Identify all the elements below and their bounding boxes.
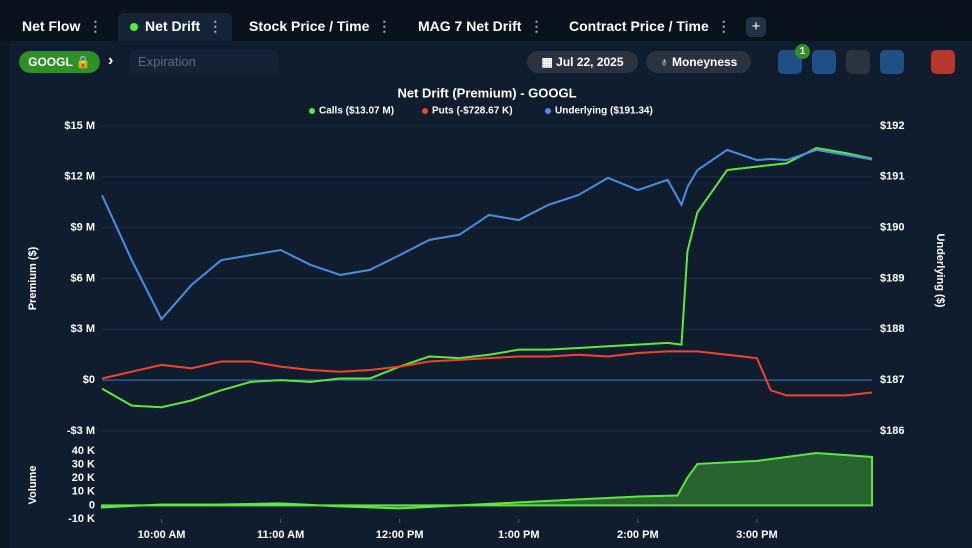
x-tick-label: 11:00 AM xyxy=(257,529,304,541)
date: Jul 22, 2025 xyxy=(556,55,624,69)
add-tab[interactable]: + xyxy=(746,17,766,37)
y2-tick-label: $191 xyxy=(880,171,904,183)
tab[interactable]: Net Drift ⋮ xyxy=(118,13,233,41)
y-tick-label: $15 M xyxy=(64,120,95,132)
moneyness: Moneyness xyxy=(671,55,738,69)
alert-button[interactable] xyxy=(812,50,836,74)
legend-dot xyxy=(422,108,428,114)
chart-button[interactable] xyxy=(880,50,904,74)
y2-tick-label: $189 xyxy=(880,272,904,284)
y-tick-label: $0 xyxy=(83,374,95,386)
legend-label: Puts (-$728.67 K) xyxy=(432,106,513,117)
y-tick-label: $12 M xyxy=(64,171,95,183)
x-tick-label: 10:00 AM xyxy=(138,529,186,541)
legend-label: Calls ($13.07 M) xyxy=(319,106,394,117)
legend-dot xyxy=(545,108,551,114)
y-tick-label: $9 M xyxy=(71,222,95,234)
y-tick-label: -10 K xyxy=(68,513,95,525)
y2-tick-label: $192 xyxy=(880,120,904,132)
y2-tick-label: $186 xyxy=(880,425,904,437)
y2-tick-label: $187 xyxy=(880,374,904,386)
tab-label: Contract Price / Time xyxy=(569,18,709,34)
tab[interactable]: Stock Price / Time ⋮ xyxy=(249,18,392,34)
y-tick-label: $6 M xyxy=(71,272,95,284)
x-tick-label: 3:00 PM xyxy=(736,529,778,541)
legend-label: Underlying ($191.34) xyxy=(555,106,653,117)
tab[interactable]: Net Flow ⋮ xyxy=(22,18,103,34)
badge-count: 1 xyxy=(799,46,806,57)
tab-label: Net Drift xyxy=(145,18,201,34)
y-tick-label: 30 K xyxy=(72,459,95,471)
y-tick-label: $3 M xyxy=(71,323,95,335)
area xyxy=(101,452,873,510)
symbol: GOOGL xyxy=(28,55,73,69)
x-tick-label: 1:00 PM xyxy=(498,529,540,541)
y-axis-label: Volume xyxy=(27,466,39,505)
y-tick-label: 0 xyxy=(89,499,95,511)
placeholder: Expiration xyxy=(138,54,196,69)
tab-label: Net Flow xyxy=(22,18,81,34)
tab[interactable]: MAG 7 Net Drift ⋮ xyxy=(418,18,544,34)
y2-tick-label: $190 xyxy=(880,222,904,234)
date-button[interactable]: ▦ Jul 22, 2025 xyxy=(527,51,638,73)
tab-label: MAG 7 Net Drift xyxy=(418,18,522,34)
x-tick-label: 2:00 PM xyxy=(617,529,659,541)
arrow[interactable]: › xyxy=(108,52,114,69)
moneyness-button[interactable]: ♁ Moneyness xyxy=(646,51,751,73)
line xyxy=(101,148,873,321)
expiration-input[interactable]: Expiration xyxy=(130,50,278,74)
y-tick-label: -$3 M xyxy=(67,425,95,437)
line xyxy=(101,146,873,409)
symbol-button[interactable]: GOOGL 🔒 xyxy=(19,51,100,73)
legend-dot xyxy=(309,108,315,114)
chart-title: Net Drift (Premium) - GOOGL xyxy=(397,85,576,100)
theme-button[interactable] xyxy=(846,50,870,74)
x-tick-label: 12:00 PM xyxy=(376,529,424,541)
tab[interactable]: Contract Price / Time ⋮ xyxy=(569,18,731,34)
y-tick-label: 10 K xyxy=(72,486,95,498)
tab-label: Stock Price / Time xyxy=(249,18,370,34)
badge: 1 xyxy=(795,44,810,59)
y-tick-label: 40 K xyxy=(72,445,95,457)
line xyxy=(101,350,873,397)
y2-axis-label: Underlying ($) xyxy=(934,234,946,308)
y-axis-label: Premium ($) xyxy=(27,246,39,310)
y-tick-label: 20 K xyxy=(72,472,95,484)
reset-button[interactable] xyxy=(931,50,955,74)
y2-tick-label: $188 xyxy=(880,323,904,335)
